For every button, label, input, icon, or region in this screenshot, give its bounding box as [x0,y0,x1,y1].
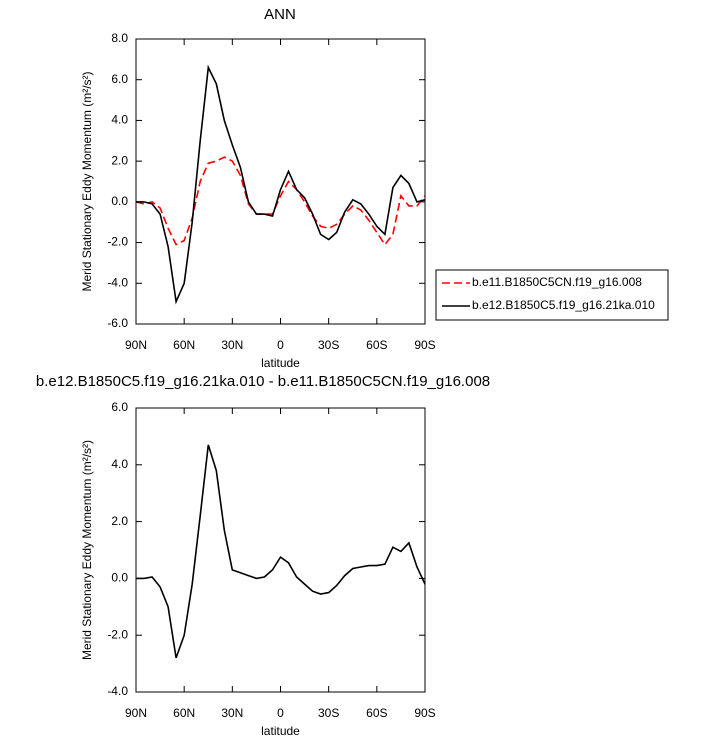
legend-label: b.e12.B1850C5.f19_g16.21ka.010 [472,298,655,312]
x-tick-label: 60N [173,338,195,352]
data-line [136,444,426,659]
y-axis-label: Merid Stationary Eddy Momentum (m²/s²) [80,71,94,291]
x-tick-label: 0 [277,706,284,720]
x-tick-label: 90S [414,706,435,720]
data-line [136,64,426,305]
x-tick-label: 30N [221,338,243,352]
y-tick-label: 4.0 [111,113,128,127]
x-tick-label: 30S [318,706,339,720]
x-tick-label: 90N [125,338,147,352]
x-tick-label: 90S [414,338,435,352]
y-tick-label: -4.0 [107,275,128,289]
y-tick-label: -2.0 [107,235,128,249]
y-tick-label: 6.0 [111,400,128,414]
y-axis-label: Merid Stationary Eddy Momentum (m²/s²) [80,440,94,660]
y-tick-label: -4.0 [107,684,128,698]
y-tick-label: -2.0 [107,627,128,641]
x-tick-label: 60S [366,706,387,720]
y-tick-label: 2.0 [111,514,128,528]
y-tick-label: 2.0 [111,153,128,167]
y-tick-label: 8.0 [111,31,128,45]
y-tick-label: 6.0 [111,72,128,86]
y-tick-label: 4.0 [111,457,128,471]
plot-frame [135,38,426,325]
x-tick-label: 60N [173,706,195,720]
x-tick-label: 30S [318,338,339,352]
x-tick-label: 90N [125,706,147,720]
x-tick-label: 60S [366,338,387,352]
y-tick-label: 0.0 [111,194,128,208]
plot-frame [135,407,426,693]
x-tick-label: 30N [221,706,243,720]
chart-title: b.e12.B1850C5.f19_g16.21ka.010 - b.e11.B… [36,373,490,390]
chart-title: ANN [264,6,296,23]
legend-box [435,269,669,321]
x-tick-label: 0 [277,338,284,352]
x-axis-label: latitude [261,356,300,370]
y-tick-label: -6.0 [107,316,128,330]
y-tick-label: 0.0 [111,571,128,585]
legend-label: b.e11.B1850C5CN.f19_g16.008 [472,275,642,289]
data-line [135,156,426,246]
x-axis-label: latitude [261,724,300,738]
